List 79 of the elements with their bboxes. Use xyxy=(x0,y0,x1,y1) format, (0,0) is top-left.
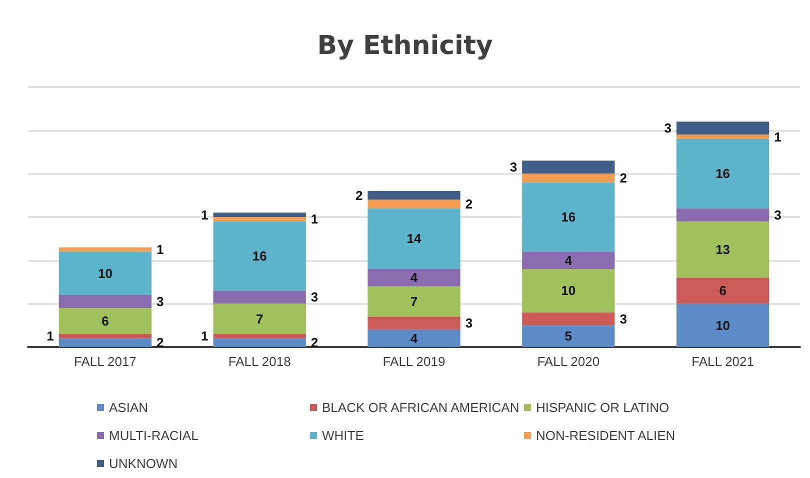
data-label: 10 xyxy=(561,283,576,298)
bar xyxy=(522,182,615,252)
bar xyxy=(58,334,152,338)
bar xyxy=(213,217,306,222)
data-label: 10 xyxy=(98,266,112,281)
data-label: 3 xyxy=(620,311,627,326)
bar xyxy=(676,122,770,135)
data-label: 14 xyxy=(406,231,422,246)
data-label: 3 xyxy=(510,160,518,175)
bar xyxy=(368,286,460,317)
data-label: 4 xyxy=(410,330,418,346)
bar xyxy=(676,304,770,347)
bar xyxy=(368,330,460,347)
data-label: 7 xyxy=(410,294,418,309)
bar xyxy=(368,269,460,286)
legend-label: HISPANIC OR LATINO xyxy=(536,400,670,415)
legend-label: NON-RESIDENT ALIEN xyxy=(536,428,676,443)
data-label: 13 xyxy=(716,242,730,257)
data-label: 1 xyxy=(774,129,782,144)
bar xyxy=(522,312,615,326)
bar xyxy=(676,139,770,208)
bar xyxy=(213,304,306,334)
bar xyxy=(676,134,770,139)
data-label: 4 xyxy=(410,270,418,286)
data-label: 2 xyxy=(355,188,363,203)
data-label: 4 xyxy=(564,252,573,268)
data-label: 6 xyxy=(102,314,109,328)
bar xyxy=(213,334,306,338)
data-label: 1 xyxy=(201,207,208,222)
x-tick-label: FALL 2020 xyxy=(537,354,600,369)
bar xyxy=(58,247,152,252)
bar xyxy=(58,308,152,334)
bar xyxy=(676,208,770,222)
bar xyxy=(368,316,460,330)
bar xyxy=(522,174,615,182)
bar xyxy=(522,325,615,347)
legend-label: BLACK OR AFRICAN AMERICAN xyxy=(322,400,520,415)
bar xyxy=(368,200,460,208)
bar xyxy=(522,252,615,269)
chart-title: By Ethnicity xyxy=(317,31,493,61)
bar xyxy=(213,338,306,347)
data-label: 3 xyxy=(774,207,782,222)
bar xyxy=(58,252,152,295)
legend-label: WHITE xyxy=(322,428,364,443)
bar xyxy=(213,212,306,217)
legend-label: UNKNOWN xyxy=(109,456,178,471)
data-label: 1 xyxy=(310,212,318,227)
data-label: 16 xyxy=(561,210,576,224)
bar xyxy=(58,338,152,347)
legend-label: MULTI-RACIAL xyxy=(109,428,198,443)
bar xyxy=(213,221,306,291)
bar xyxy=(368,191,460,200)
legend-label: ASIAN xyxy=(109,400,148,415)
data-label: 10 xyxy=(716,318,730,333)
data-label: 2 xyxy=(620,170,627,186)
bar xyxy=(676,221,770,278)
x-tick-label: FALL 2021 xyxy=(692,354,754,369)
data-label: 1 xyxy=(46,328,54,344)
data-label: 2 xyxy=(465,196,473,212)
x-tick-label: FALL 2019 xyxy=(382,354,446,369)
data-label: 5 xyxy=(564,328,572,344)
data-label: 3 xyxy=(664,120,672,136)
bar xyxy=(522,269,615,312)
data-label: 3 xyxy=(156,294,164,309)
bar xyxy=(213,290,306,304)
x-tick-label: FALL 2017 xyxy=(74,354,136,369)
bar xyxy=(58,295,152,308)
data-label: 3 xyxy=(310,290,318,305)
data-label: 3 xyxy=(465,316,473,331)
bar xyxy=(368,208,460,269)
x-tick-label: FALL 2018 xyxy=(228,354,291,369)
data-label: 1 xyxy=(156,242,164,257)
data-label: 1 xyxy=(201,328,208,344)
data-label: 6 xyxy=(719,283,726,298)
bar xyxy=(522,160,615,174)
data-label: 16 xyxy=(716,166,730,182)
data-label: 16 xyxy=(252,248,267,264)
bar xyxy=(676,278,770,304)
data-label: 7 xyxy=(256,311,264,326)
